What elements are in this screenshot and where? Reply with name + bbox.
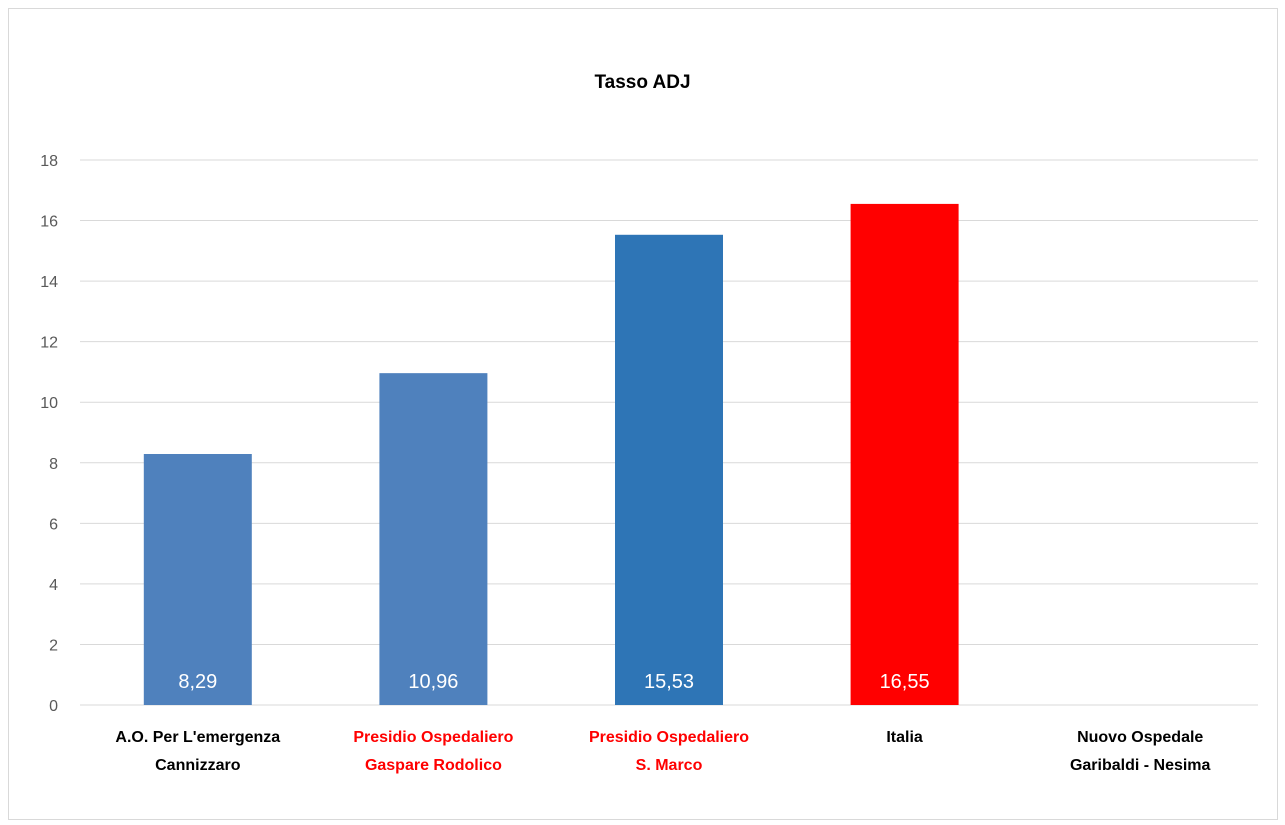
bar (143, 453, 252, 705)
x-tick-label: Presidio Ospedaliero Gaspare Rodolico (353, 729, 513, 774)
x-tick-label-line: Italia (886, 729, 923, 746)
x-tick-label-line: S. Marco (636, 757, 703, 774)
x-tick-label-line: Cannizzaro (155, 757, 241, 774)
y-tick-label: 16 (40, 214, 58, 231)
bar (615, 234, 723, 705)
x-tick-label: Presidio Ospedaliero S. Marco (589, 729, 749, 774)
y-tick-label: 0 (49, 698, 58, 715)
data-label: 16,55 (880, 671, 930, 693)
y-tick-label: 14 (40, 274, 58, 291)
x-tick-label: A.O. Per L'emergenza Cannizzaro (115, 729, 280, 774)
y-tick-label: 2 (49, 637, 58, 654)
y-tick-label: 18 (40, 153, 58, 170)
x-tick-label: Italia (886, 729, 923, 746)
bar (850, 203, 959, 705)
chart-title: Tasso ADJ (594, 72, 691, 93)
bar (379, 373, 488, 705)
x-tick-label-line: Presidio Ospedaliero (589, 729, 749, 746)
x-tick-label: Nuovo Ospedale Garibaldi - Nesima (1070, 729, 1211, 774)
data-label: 8,29 (178, 671, 217, 693)
data-label: 10,96 (408, 671, 458, 693)
x-tick-label-line: Nuovo Ospedale (1077, 729, 1203, 746)
data-label: 15,53 (644, 671, 694, 693)
y-tick-label: 4 (49, 577, 58, 594)
y-tick-label: 12 (40, 335, 58, 352)
x-tick-label-line: A.O. Per L'emergenza (115, 729, 280, 746)
y-tick-label: 10 (40, 395, 58, 412)
x-tick-label-line: Presidio Ospedaliero (353, 729, 513, 746)
x-tick-label-line: Garibaldi - Nesima (1070, 757, 1211, 774)
x-tick-label-line: Gaspare Rodolico (365, 757, 502, 774)
y-tick-label: 8 (49, 456, 58, 473)
y-tick-label: 6 (49, 516, 58, 533)
